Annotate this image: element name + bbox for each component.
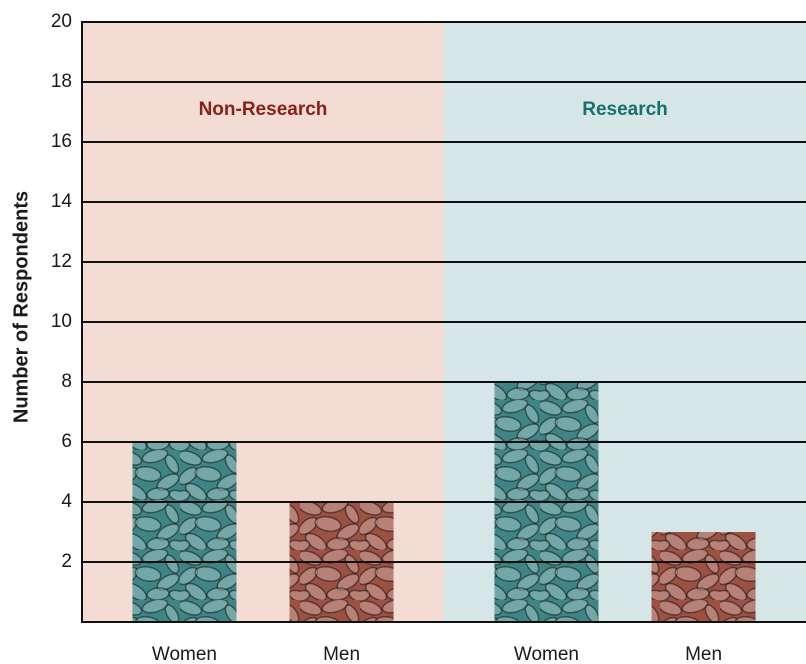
y-tick-label: 16 <box>51 131 72 152</box>
y-tick-label: 14 <box>51 191 73 212</box>
y-tick-label: 20 <box>51 11 72 32</box>
y-tick-label: 10 <box>51 311 72 332</box>
y-tick-label: 6 <box>61 431 72 452</box>
y-tick-label: 12 <box>51 251 72 272</box>
x-tick-label: Men <box>685 644 722 664</box>
y-tick-label: 2 <box>61 551 72 572</box>
x-tick-label: Women <box>514 644 579 664</box>
y-axis-label: Number of Respondents <box>10 191 32 423</box>
bar <box>651 532 756 622</box>
y-tick-label: 4 <box>61 491 72 512</box>
x-tick-label: Women <box>152 644 217 664</box>
bar <box>132 442 237 622</box>
group-label: Research <box>582 99 668 120</box>
group-label: Non-Research <box>199 99 328 120</box>
x-tick-label: Men <box>323 644 360 664</box>
y-tick-label: 8 <box>61 371 72 392</box>
y-tick-label: 18 <box>51 71 72 92</box>
